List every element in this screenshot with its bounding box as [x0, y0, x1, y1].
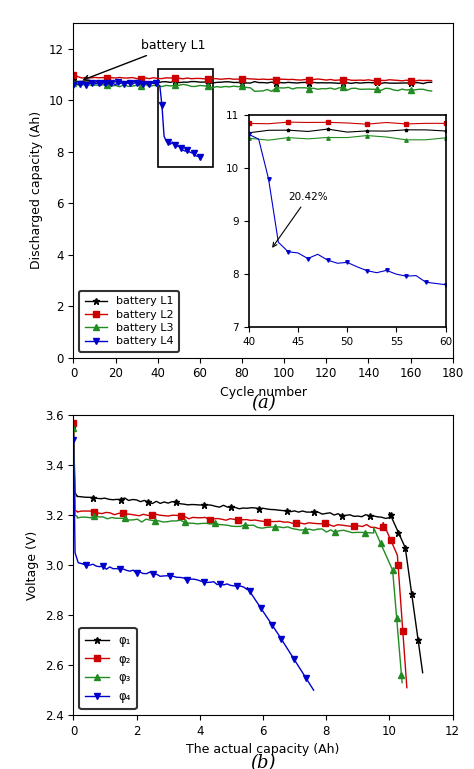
Text: (b): (b) — [250, 754, 276, 769]
Line: battery L1: battery L1 — [70, 77, 435, 87]
Y-axis label: Voltage (V): Voltage (V) — [27, 531, 39, 600]
Text: battery L1: battery L1 — [84, 38, 205, 80]
battery L1 — [374, 78, 380, 87]
φ₃ — [399, 678, 405, 687]
battery L2 — [88, 73, 93, 82]
Line: φ₂: φ₂ — [71, 420, 410, 691]
battery L4 — [138, 79, 144, 88]
battery L4 — [148, 78, 154, 88]
Y-axis label: Discharged capacity (Ah): Discharged capacity (Ah) — [30, 112, 43, 269]
battery L3 — [109, 82, 114, 91]
φ₃ — [315, 524, 321, 534]
φ₂ — [402, 664, 408, 674]
φ₃ — [143, 514, 149, 524]
φ₁ — [397, 531, 402, 540]
battery L4 — [197, 152, 203, 161]
φ₄ — [83, 561, 89, 570]
battery L2 — [412, 76, 418, 85]
Line: battery L2: battery L2 — [71, 72, 434, 84]
φ₃ — [394, 614, 400, 623]
Line: battery L3: battery L3 — [71, 81, 434, 94]
Legend: φ₁, φ₂, φ₃, φ₄: φ₁, φ₂, φ₃, φ₄ — [79, 628, 137, 709]
φ₂ — [248, 516, 254, 525]
Line: battery L4: battery L4 — [71, 79, 203, 160]
φ₁ — [220, 501, 226, 510]
φ₄ — [204, 578, 210, 587]
φ₁ — [383, 514, 388, 523]
φ₁ — [71, 421, 76, 430]
battery L1 — [109, 77, 114, 86]
battery L3 — [79, 81, 85, 90]
battery L2 — [374, 76, 380, 85]
φ₄ — [72, 548, 78, 558]
battery L1 — [420, 79, 426, 88]
φ₂ — [372, 523, 378, 532]
φ₃ — [71, 423, 76, 432]
battery L4 — [71, 80, 76, 89]
φ₂ — [120, 508, 126, 518]
battery L3 — [252, 87, 257, 96]
φ₁ — [394, 525, 400, 534]
battery L1 — [429, 78, 435, 87]
battery L2 — [243, 74, 249, 83]
Line: φ₃: φ₃ — [71, 425, 405, 685]
Line: φ₁: φ₁ — [70, 422, 426, 676]
battery L1 — [79, 77, 85, 86]
battery L4 — [142, 78, 148, 87]
X-axis label: The actual capacity (Ah): The actual capacity (Ah) — [186, 744, 340, 757]
φ₂ — [404, 683, 410, 692]
φ₄ — [71, 435, 76, 444]
battery L3 — [88, 81, 93, 90]
φ₂ — [72, 505, 78, 514]
φ₁ — [420, 668, 426, 677]
battery L3 — [349, 84, 355, 93]
φ₁ — [114, 494, 119, 504]
battery L2 — [109, 73, 114, 82]
φ₃ — [396, 638, 401, 647]
battery L2 — [429, 76, 435, 85]
battery L3 — [429, 86, 435, 95]
battery L3 — [378, 86, 384, 95]
battery L4 — [182, 147, 188, 156]
φ₂ — [376, 524, 382, 534]
Bar — [158, 69, 212, 167]
battery L2 — [345, 75, 350, 84]
battery L1 — [71, 75, 76, 85]
X-axis label: Cycle number: Cycle number — [219, 386, 307, 399]
Text: (a): (a) — [251, 394, 275, 412]
φ₄ — [265, 614, 271, 623]
Line: φ₄: φ₄ — [71, 438, 317, 693]
Legend: battery L1, battery L2, battery L3, battery L4: battery L1, battery L2, battery L3, batt… — [79, 291, 179, 352]
battery L1 — [345, 78, 350, 88]
battery L4 — [115, 78, 120, 87]
battery L1 — [243, 78, 249, 88]
φ₄ — [274, 628, 280, 637]
φ₂ — [71, 418, 76, 428]
φ₄ — [191, 574, 196, 584]
φ₁ — [157, 499, 163, 508]
φ₃ — [281, 523, 286, 532]
battery L2 — [71, 70, 76, 79]
φ₄ — [311, 685, 317, 694]
battery L1 — [88, 76, 93, 85]
battery L2 — [79, 73, 85, 82]
battery L3 — [71, 78, 76, 88]
Text: 20.42%: 20.42% — [273, 192, 328, 247]
battery L3 — [243, 83, 249, 92]
φ₃ — [160, 518, 166, 527]
battery L4 — [96, 78, 101, 88]
battery L4 — [100, 78, 106, 87]
